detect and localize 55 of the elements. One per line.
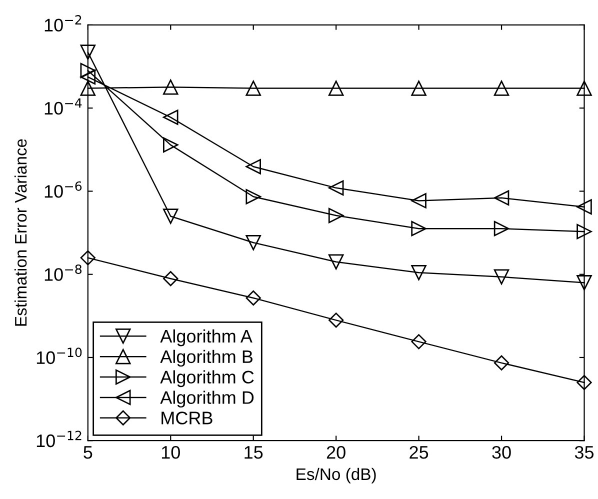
point [80,44,96,60]
point [162,137,178,153]
point [80,250,96,266]
x-tick-label: 10 [162,446,180,459]
point [162,79,178,95]
legend-label: Algorithm D [160,390,254,408]
point [328,254,344,270]
point [494,269,510,285]
point [162,110,178,125]
y-tick-label: 10$^{−6}$ [44,181,82,198]
point [576,224,592,240]
point [246,189,261,204]
point [494,355,510,370]
y-axis-title: Estimation Error Variance [14,139,27,326]
point [328,180,344,196]
legend-label: Algorithm B [160,350,252,367]
x-tick-label: 20 [326,446,346,459]
legend-label: Algorithm C [160,370,254,388]
point [246,80,261,96]
point [246,234,261,250]
x-tick-label: 15 [244,446,263,459]
point [494,80,510,96]
y-tick-label: 10$^{−2}$ [44,15,82,32]
x-tick-label: 30 [492,446,511,459]
point [80,62,96,78]
point [576,80,592,96]
point [80,80,96,96]
point [576,199,592,215]
point [162,208,178,224]
y-tick-label: 10$^{−12}$ [36,430,82,448]
y-tick-label: 10$^{−10}$ [36,348,82,364]
x-tick-label: 5 [84,446,92,459]
legend-label: Algorithm A [160,329,252,346]
point [494,220,510,236]
point [576,275,592,290]
y-tick-label: 10$^{−4}$ [44,98,82,115]
point [80,69,96,85]
point [328,312,344,328]
point [163,271,178,286]
x-axis-title: Es/No (dB) [296,468,376,484]
point [411,80,426,96]
point [328,208,344,224]
x-tick-label: 35 [574,446,594,459]
point [246,290,261,306]
point [494,190,510,206]
point [411,264,426,280]
point [576,374,592,390]
x-tick-label: 25 [410,446,428,459]
y-tick-label: 10$^{−8}$ [44,264,82,281]
point [411,193,426,208]
point [328,80,344,96]
legend-label: MCRB [162,412,212,424]
point [246,159,261,174]
point [411,220,426,236]
point [411,334,426,350]
